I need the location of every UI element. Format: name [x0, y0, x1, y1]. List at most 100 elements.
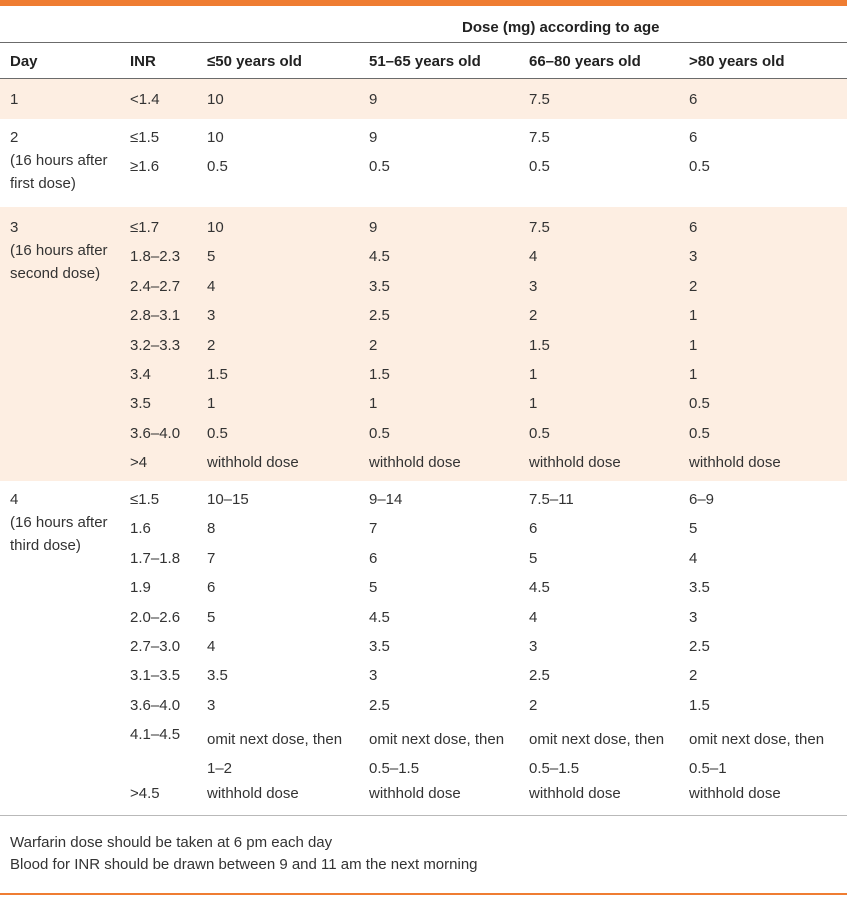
dose-cell: 3 — [369, 667, 378, 685]
dose-cell: withhold dose — [689, 785, 781, 802]
day-note: (16 hours after — [10, 514, 108, 531]
inr-cell: 3.6–4.0 — [130, 696, 181, 714]
dose-cell: 4 — [689, 549, 698, 567]
dose-cell: 6 — [207, 579, 216, 597]
dose-cell: 1 — [529, 366, 538, 383]
dose-cell: 4 — [529, 608, 538, 626]
dose-cell: 0.5 — [689, 395, 710, 413]
dose-cell: 2.5 — [529, 667, 550, 685]
col-header-inr: INR — [130, 53, 156, 70]
dose-cell: 6–9 — [689, 491, 715, 508]
top-accent-bar — [0, 0, 847, 6]
dose-cell: 2.5 — [689, 638, 710, 655]
dose-cell: 3 — [529, 638, 538, 655]
inr-cell: <1.4 — [130, 91, 160, 108]
dose-cell: 0.5 — [529, 158, 550, 176]
dose-cell: 2.5 — [369, 696, 390, 714]
dose-cell: 0.5 — [529, 424, 550, 442]
inr-cell: 3.4 — [130, 366, 151, 383]
dose-cell: 6 — [369, 549, 378, 567]
inr-cell: 2.4–2.7 — [130, 277, 181, 295]
dose-cell: 4 — [207, 277, 216, 295]
dose-cell: withhold dose — [689, 454, 781, 472]
dose-cell: 0.5 — [689, 158, 710, 176]
inr-cell: 3.2–3.3 — [130, 336, 181, 354]
dose-cell: 5 — [529, 549, 538, 567]
dose-cell: 1.5 — [369, 366, 390, 383]
day-note: (16 hours after — [10, 152, 108, 169]
column-header-divider — [0, 78, 847, 79]
row-band — [0, 79, 847, 119]
col-header-day: Day — [10, 53, 38, 70]
dose-cell: 3.5 — [207, 667, 228, 685]
footnote-blood-draw: Blood for INR should be drawn between 9 … — [10, 856, 478, 873]
col-header-age-66-80: 66–80 years old — [529, 53, 641, 70]
inr-cell: 4.1–4.5 — [130, 726, 181, 744]
dose-cell: 4.5 — [529, 579, 550, 597]
dose-cell: 4 — [207, 638, 216, 655]
dose-cell: 1.5 — [689, 696, 710, 714]
table-bottom-rule — [0, 815, 847, 816]
dose-cell: 0.5 — [207, 424, 228, 442]
inr-cell: 3.1–3.5 — [130, 667, 181, 685]
dose-cell: 2 — [689, 277, 698, 295]
dose-cell: 10–15 — [207, 491, 249, 508]
dose-cell: omit next dose, then 0.5–1.5 — [529, 731, 665, 778]
inr-cell: >4 — [130, 454, 148, 472]
inr-cell: 2.0–2.6 — [130, 608, 181, 626]
dose-cell: 1.5 — [529, 336, 550, 354]
day-number: 4 — [10, 491, 19, 508]
dose-cell: 5 — [369, 579, 378, 597]
dose-cell: 7.5 — [529, 219, 550, 236]
inr-cell: 1.6 — [130, 520, 151, 538]
dose-cell: 5 — [207, 248, 216, 266]
dose-cell: 2 — [529, 696, 538, 714]
dose-cell: 9 — [369, 129, 378, 146]
dose-group-title: Dose (mg) according to age — [462, 19, 660, 36]
dose-cell: withhold dose — [369, 785, 461, 802]
dose-cell: 7 — [369, 520, 378, 538]
header-divider — [0, 42, 847, 43]
dose-cell: 6 — [529, 520, 538, 538]
dose-cell: 2 — [369, 336, 378, 354]
dose-cell: withhold dose — [207, 785, 299, 802]
dose-cell: 7.5 — [529, 129, 550, 146]
dose-cell: 5 — [689, 520, 698, 538]
inr-cell: ≤1.5 — [130, 129, 160, 146]
dose-cell: 6 — [689, 219, 698, 236]
dose-cell: 4.5 — [369, 608, 390, 626]
dose-cell: 3 — [689, 248, 698, 266]
day-note: (16 hours after — [10, 242, 108, 259]
dose-cell: 0.5 — [369, 424, 390, 442]
dose-cell: 3.5 — [369, 277, 390, 295]
inr-cell: 1.9 — [130, 579, 151, 597]
inr-cell: 2.8–3.1 — [130, 307, 181, 325]
dose-cell: withhold dose — [369, 454, 461, 472]
inr-cell: 3.6–4.0 — [130, 424, 181, 442]
inr-cell: ≤1.5 — [130, 491, 160, 508]
dose-cell: 9–14 — [369, 491, 403, 508]
inr-cell: ≤1.7 — [130, 219, 160, 236]
dose-cell: 3 — [207, 696, 216, 714]
day-note: second dose) — [10, 265, 101, 282]
dose-cell: 1 — [689, 336, 698, 354]
dose-cell: omit next dose, then 0.5–1 — [689, 731, 825, 778]
dose-cell: 7.5–11 — [529, 491, 574, 508]
day-note: first dose) — [10, 175, 76, 192]
dose-cell: 9 — [369, 91, 378, 108]
dose-cell: 0.5 — [689, 424, 710, 442]
dose-cell: 0.5 — [207, 158, 228, 176]
inr-cell: >4.5 — [130, 785, 160, 802]
dose-cell: 1 — [689, 366, 698, 383]
dose-cell: 4.5 — [369, 248, 390, 266]
dose-cell: 2 — [689, 667, 698, 685]
dose-cell: 9 — [369, 219, 378, 236]
dose-cell: 10 — [207, 91, 224, 108]
dose-cell: omit next dose, then 1–2 — [207, 731, 343, 778]
day-note: third dose) — [10, 537, 81, 554]
dose-cell: withhold dose — [207, 454, 299, 472]
dose-cell: 2 — [529, 307, 538, 325]
dose-cell: withhold dose — [529, 785, 621, 802]
footnote-timing: Warfarin dose should be taken at 6 pm ea… — [10, 834, 333, 851]
dose-cell: 1 — [529, 395, 538, 413]
